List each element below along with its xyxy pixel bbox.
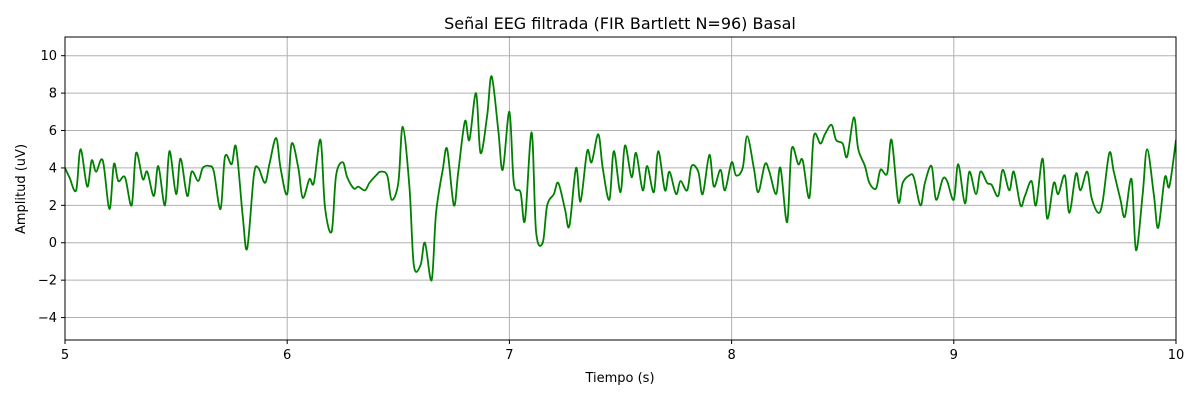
y-tick-label: 0: [49, 236, 57, 251]
y-tick-label: 8: [49, 87, 57, 102]
y-tick-label: −2: [38, 274, 57, 289]
plot-frame: [64, 36, 1177, 341]
x-tick-label: 9: [950, 348, 958, 363]
eeg-signal-line: [65, 75, 1176, 282]
x-tick-label: 8: [727, 348, 735, 363]
x-tick-label: 7: [505, 348, 513, 363]
plot-area: [65, 75, 1176, 282]
grid: [64, 37, 1177, 340]
axis-ticks: 5 6 7 8 9 10 −4 −2 0 2 4 6 8 10: [38, 49, 1184, 363]
x-axis-label: Tiempo (s): [584, 371, 654, 386]
x-tick-label: 5: [61, 348, 69, 363]
y-axis-label: Amplitud (uV): [14, 144, 29, 234]
y-tick-label: 2: [49, 199, 57, 214]
y-tick-label: −4: [38, 311, 57, 326]
y-tick-label: 10: [40, 49, 57, 64]
y-tick-label: 4: [49, 161, 57, 176]
x-tick-label: 10: [1168, 348, 1185, 363]
chart-title: Señal EEG filtrada (FIR Bartlett N=96) B…: [444, 14, 796, 33]
x-tick-label: 6: [283, 348, 291, 363]
y-tick-label: 6: [49, 124, 57, 139]
